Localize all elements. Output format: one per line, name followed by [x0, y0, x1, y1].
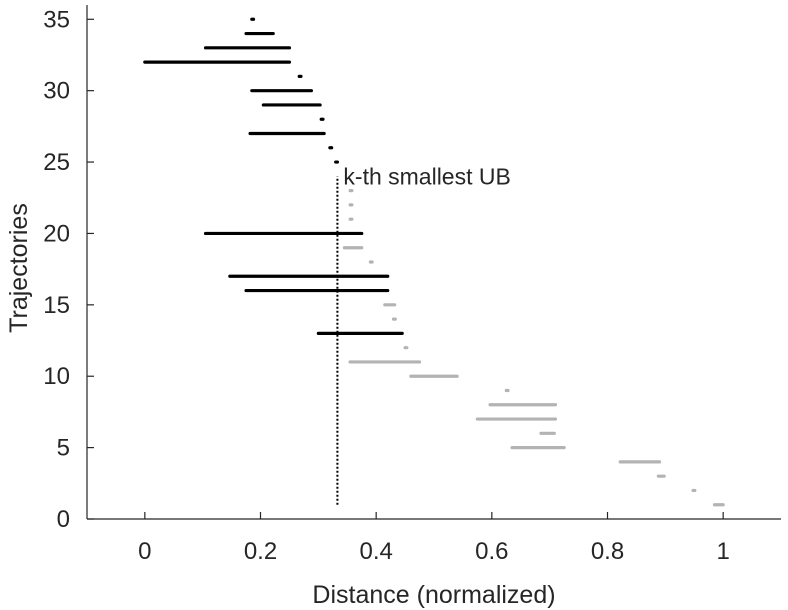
threshold-label: k-th smallest UB — [343, 163, 510, 189]
y-tick-label: 5 — [57, 435, 70, 462]
x-tick-label: 0 — [138, 538, 151, 565]
y-tick-label: 35 — [43, 6, 70, 33]
x-ticks: 0 0.2 0.4 0.6 0.8 1 — [138, 512, 730, 565]
y-ticks: 0 5 10 15 20 25 30 35 — [43, 6, 94, 533]
y-axis-title: Trajectories — [5, 203, 33, 333]
x-tick-label: 0.8 — [591, 538, 624, 565]
x-tick-label: 0.2 — [244, 538, 277, 565]
chart-marks — [143, 17, 725, 507]
y-tick-label: 10 — [43, 363, 70, 390]
y-tick-label: 30 — [43, 78, 70, 105]
y-tick-label: 0 — [57, 506, 70, 533]
y-tick-label: 25 — [43, 149, 70, 176]
x-axis-title: Distance (normalized) — [312, 581, 555, 609]
x-tick-label: 1 — [716, 538, 729, 565]
y-tick-label: 20 — [43, 220, 70, 247]
x-tick-label: 0.4 — [359, 538, 392, 565]
y-tick-label: 15 — [43, 292, 70, 319]
x-tick-label: 0.6 — [475, 538, 508, 565]
